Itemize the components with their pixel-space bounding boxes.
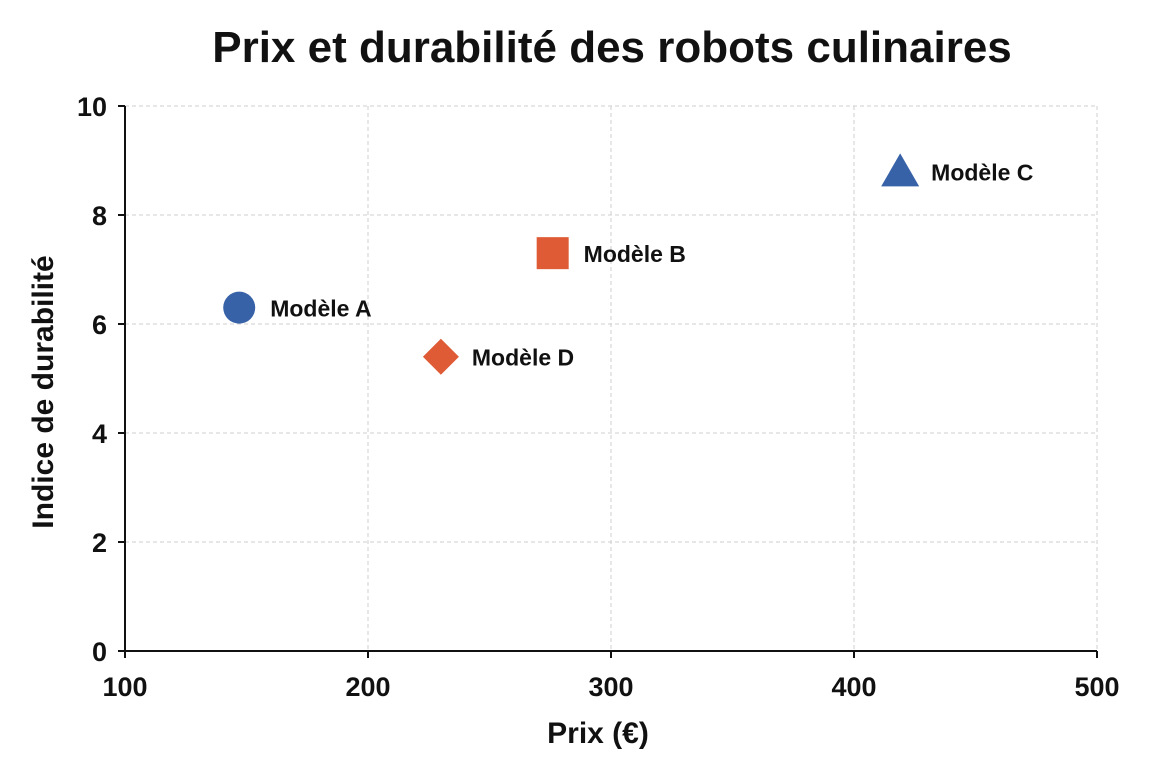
data-point-mod-le-a: Modèle A [223,291,372,324]
chart-title: Prix et durabilité des robots culinaires [212,23,1012,72]
tick-labels: 100 200 300 400 500 0 2 4 6 8 10 [77,92,1120,702]
data-point-mod-le-d: Modèle D [422,338,574,375]
y-tick-label: 8 [92,201,107,231]
y-tick-label: 6 [92,310,107,340]
triangle-marker [881,153,920,187]
diamond-marker [422,338,459,375]
point-label: Modèle C [931,159,1033,185]
square-marker [536,237,569,270]
x-tick-label: 300 [588,672,633,702]
point-label: Modèle A [270,296,371,322]
y-tick-label: 0 [92,637,107,667]
data-point-mod-le-b: Modèle B [536,237,686,270]
data-points: Modèle A Modèle B Modèle C Modèle D [223,153,1033,375]
point-label: Modèle B [584,241,686,267]
x-tick-label: 500 [1074,672,1119,702]
x-tick-label: 400 [831,672,876,702]
point-label: Modèle D [472,345,574,371]
x-tick-label: 100 [102,672,147,702]
x-axis-label: Prix (€) [547,717,649,750]
y-tick-label: 10 [77,92,107,122]
axes [118,105,1098,658]
y-tick-label: 4 [92,419,107,449]
data-point-mod-le-c: Modèle C [881,153,1033,187]
grid [125,105,1098,651]
x-tick-label: 200 [345,672,390,702]
y-tick-label: 2 [92,528,107,558]
y-axis-label: Indice de durabilité [27,255,60,528]
circle-marker [223,291,256,324]
